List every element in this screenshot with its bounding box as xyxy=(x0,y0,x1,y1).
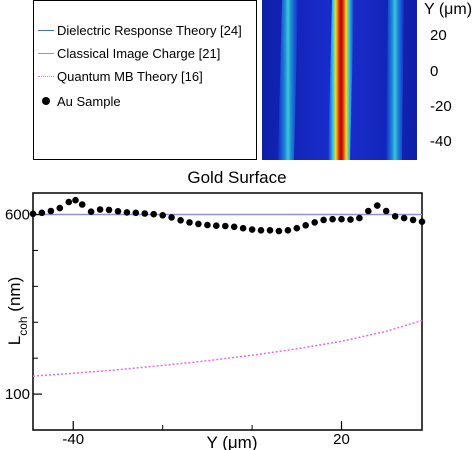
data-point-au-sample xyxy=(168,214,175,221)
axis-layer: 100 600 -40 20 xyxy=(5,207,350,448)
series-line-quantum xyxy=(32,319,423,377)
heatmap-y-tick: -40 xyxy=(430,133,452,150)
y-axis-label-main: L xyxy=(5,336,24,345)
heatmap-y-tick: 20 xyxy=(430,27,447,44)
data-point-au-sample xyxy=(257,227,265,234)
data-point-au-sample xyxy=(213,222,220,229)
legend-entry-dielectric: Dielectric Response Theory [24] xyxy=(34,21,256,41)
data-point-au-sample xyxy=(356,214,363,222)
data-point-au-sample xyxy=(338,215,345,223)
data-point-au-sample xyxy=(311,219,319,226)
data-point-au-sample xyxy=(159,212,166,219)
y-axis-label: Lcoh (nm) xyxy=(5,277,30,346)
chart-title: Gold Surface xyxy=(187,168,287,187)
data-point-au-sample xyxy=(177,217,184,224)
x-tick-label: 20 xyxy=(333,431,350,448)
heatmap-y-tick: -20 xyxy=(430,98,452,115)
legend-entry-classical: Classical Image Charge [21] xyxy=(34,44,256,64)
legend-entry-quantum: Quantum MB Theory [16] xyxy=(34,67,256,87)
y-axis-label-unit: (nm) xyxy=(5,277,24,317)
plot-layer xyxy=(29,196,426,377)
data-point-au-sample xyxy=(186,219,193,226)
data-point-au-sample xyxy=(248,226,256,233)
heatmap-center-stripe xyxy=(328,0,354,160)
data-point-au-sample xyxy=(284,227,292,234)
y-axis-label-sub: coh xyxy=(16,316,30,335)
data-point-au-sample xyxy=(239,224,247,232)
data-point-au-sample xyxy=(418,218,426,225)
data-point-au-sample xyxy=(374,202,381,209)
data-point-au-sample xyxy=(96,206,104,213)
x-axis-label: Y (μm) xyxy=(206,433,257,450)
legend-label-classical: Classical Image Charge [21] xyxy=(57,46,221,61)
data-point-au-sample xyxy=(266,227,274,234)
data-point-au-sample xyxy=(29,210,37,218)
data-point-au-sample xyxy=(78,201,86,208)
legend-label-dielectric: Dielectric Response Theory [24] xyxy=(57,23,242,38)
data-point-au-sample xyxy=(230,223,238,231)
y-tick-label: 100 xyxy=(5,386,30,403)
data-point-au-sample xyxy=(150,210,157,218)
data-point-au-sample xyxy=(302,222,310,229)
data-point-au-sample xyxy=(132,209,140,217)
heatmap-left-stripe xyxy=(278,0,298,160)
legend-entry-au-sample: Au Sample xyxy=(34,92,256,112)
data-point-au-sample xyxy=(409,216,417,224)
plot-frame xyxy=(32,192,423,431)
legend-swatch-classical xyxy=(38,53,54,54)
data-point-au-sample xyxy=(114,208,122,215)
heatmap-image xyxy=(262,0,417,160)
heatmap-right-stripe xyxy=(386,0,404,160)
data-point-au-sample xyxy=(204,221,211,229)
heatmap-y-axis-label: Y (μm) xyxy=(424,1,473,18)
data-point-au-sample xyxy=(275,227,283,235)
legend-label-quantum: Quantum MB Theory [16] xyxy=(57,69,203,84)
legend-label-au-sample: Au Sample xyxy=(57,94,121,109)
legend-marker-au-sample xyxy=(42,97,50,105)
data-point-au-sample xyxy=(382,207,390,215)
legend-swatch-quantum xyxy=(38,76,54,77)
data-point-au-sample xyxy=(123,209,131,216)
legend: Dielectric Response Theory [24] Classica… xyxy=(33,0,257,160)
data-point-au-sample xyxy=(293,224,301,232)
data-point-au-sample xyxy=(72,196,79,204)
data-point-au-sample xyxy=(347,216,354,223)
data-point-au-sample xyxy=(365,207,372,215)
data-point-au-sample xyxy=(56,204,64,212)
data-point-au-sample xyxy=(105,206,113,214)
data-point-au-sample xyxy=(65,198,73,206)
data-point-au-sample xyxy=(329,215,336,223)
data-point-au-sample xyxy=(87,208,95,215)
data-point-au-sample xyxy=(391,213,399,220)
heatmap-y-tick: 0 xyxy=(430,63,439,80)
data-point-au-sample xyxy=(195,220,202,228)
x-tick-label: -40 xyxy=(62,431,84,448)
data-point-au-sample xyxy=(222,222,229,230)
y-tick-label: 600 xyxy=(5,207,30,224)
legend-swatch-dielectric xyxy=(38,30,54,31)
data-point-au-sample xyxy=(400,214,408,222)
data-point-au-sample xyxy=(141,210,149,217)
data-point-au-sample xyxy=(47,207,55,215)
data-point-au-sample xyxy=(320,216,327,224)
